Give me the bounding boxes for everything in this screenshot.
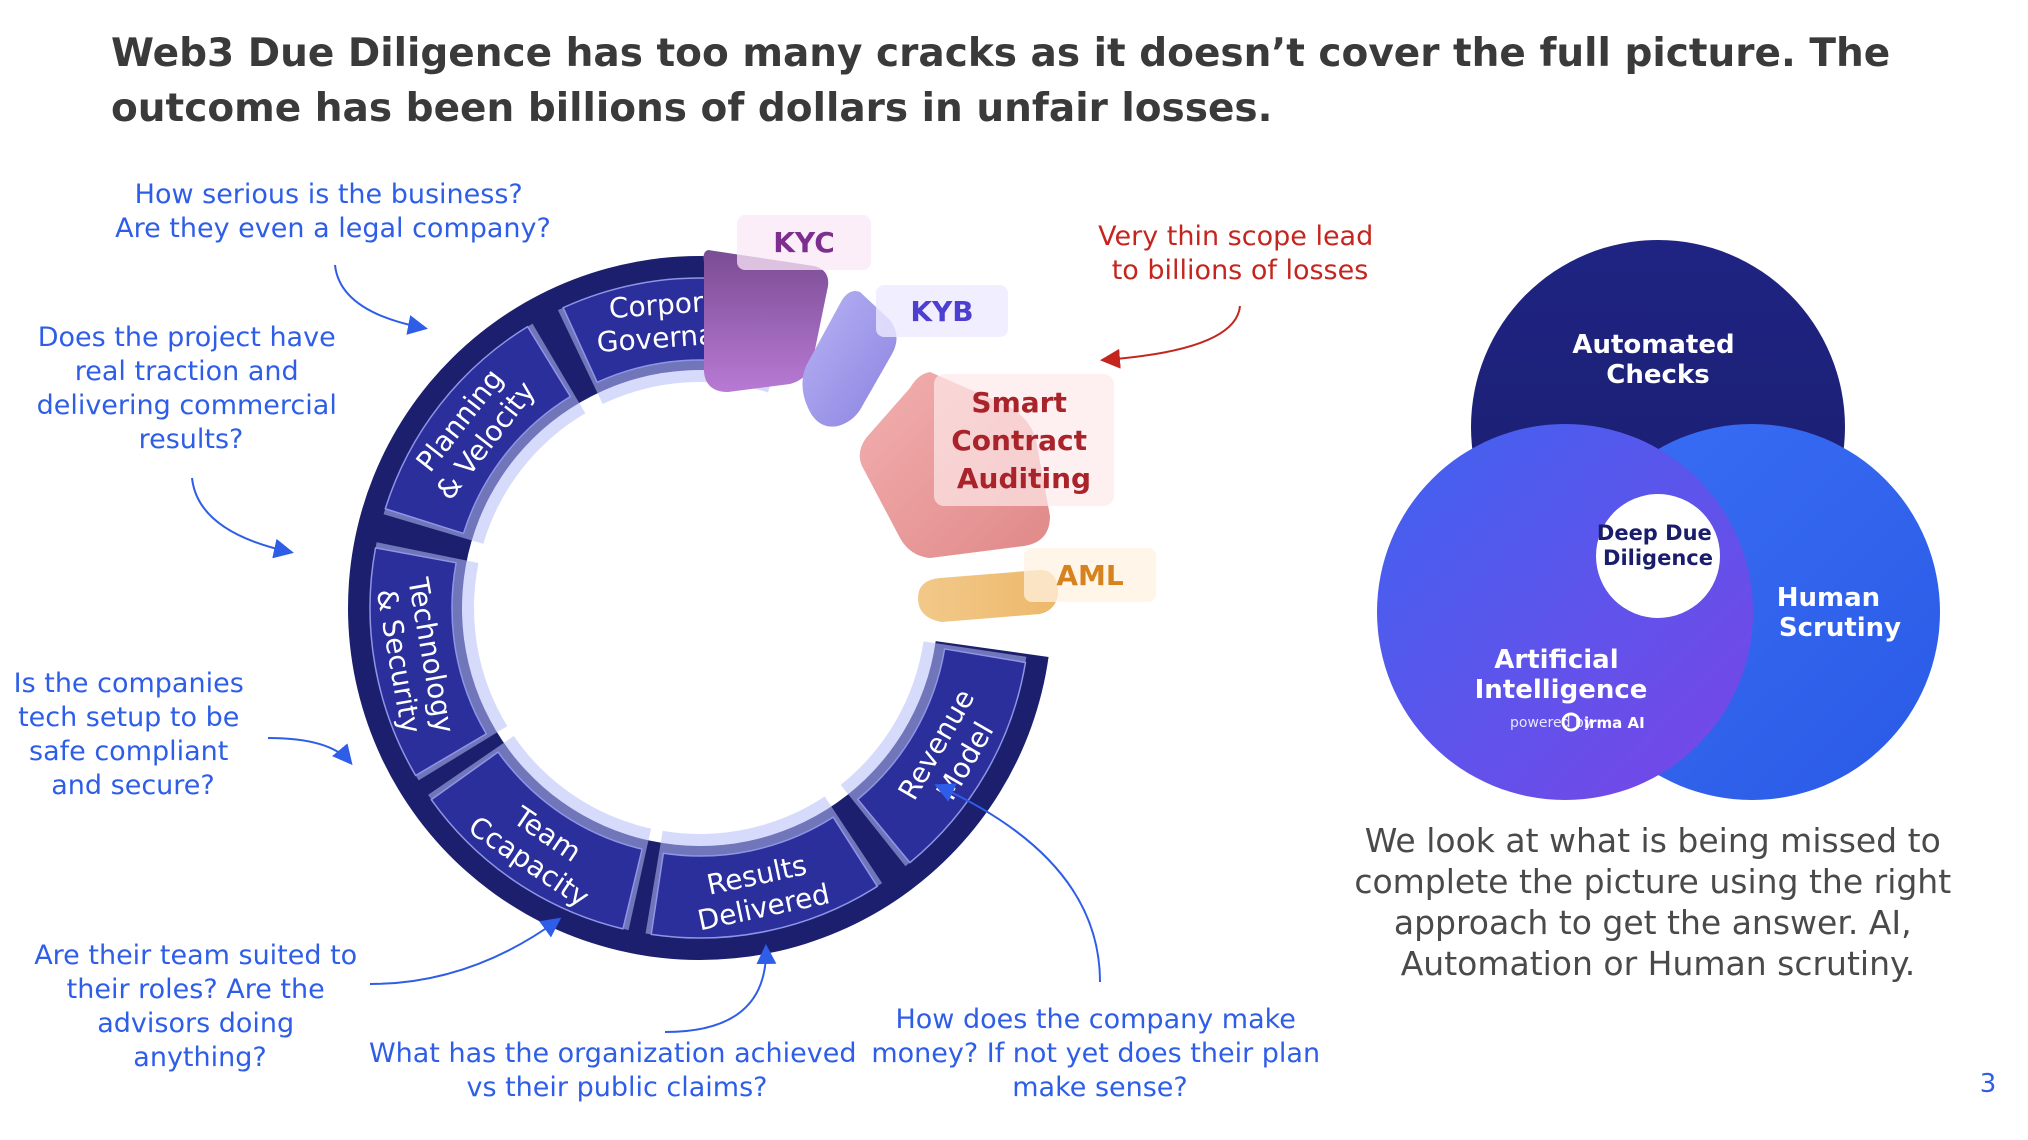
irma-brand-text: irma AI xyxy=(1584,714,1645,732)
question-planning: Does the project have real traction and … xyxy=(37,322,346,559)
page-title: Web3 Due Diligence has too many cracks a… xyxy=(111,31,1891,131)
arrow-results xyxy=(664,944,777,1033)
kyb-chip: KYB xyxy=(802,285,1008,427)
kyc-label-box xyxy=(737,215,871,270)
arrow-thin-scope xyxy=(1100,305,1241,369)
kyb-label: KYB xyxy=(910,295,973,328)
svg-text:Very thin scope lead to: Very thin scope lead to billions of loss… xyxy=(1098,221,1382,286)
smart-contract-label: Smart Contract Auditing xyxy=(951,386,1097,495)
arrow-planning xyxy=(191,477,294,559)
arrow-technology xyxy=(267,737,353,766)
svg-text:Are their team suited to: Are their team suited to their roles? Ar… xyxy=(34,940,366,1073)
segment-team-capacity xyxy=(430,751,643,930)
arrow-revenue xyxy=(934,783,1101,983)
question-results: What has the organization achieved vs th… xyxy=(369,944,865,1103)
approach-paragraph: We look at what is being missed to compl… xyxy=(1354,821,1961,983)
annotation-thin-scope: Very thin scope lead to billions of loss… xyxy=(1098,221,1382,369)
powered-by-text: powered by xyxy=(1510,715,1592,731)
segment-results-delivered xyxy=(650,816,879,939)
kyb-shape xyxy=(802,291,897,427)
irma-logo-icon xyxy=(1561,712,1581,732)
aml-label-box xyxy=(1024,548,1156,602)
aml-label: AML xyxy=(1056,559,1124,592)
smart-contract-chip: Smart Contract Auditing xyxy=(859,372,1114,558)
svg-text:How serious is the business?: How serious is the business? Are they ev… xyxy=(115,179,551,244)
kyc-chip: KYC xyxy=(703,215,871,392)
segment-planning-velocity xyxy=(384,325,572,535)
segment-technology-security xyxy=(369,547,488,777)
svg-text:What has the organization achi: What has the organization achieved vs th… xyxy=(369,1038,865,1103)
kyc-shape xyxy=(703,250,829,392)
question-revenue: How does the company make money? If not … xyxy=(871,783,1328,1103)
venn-diagram: Automated Checks Human Scrutiny Artifici… xyxy=(1377,240,1940,800)
svg-text:Does the project have re: Does the project have real traction and … xyxy=(37,322,346,455)
venn-ai-label: Artificial Intelligence xyxy=(1475,645,1648,705)
aml-shape xyxy=(918,570,1058,622)
svg-text:How does the company make: How does the company make money? If not … xyxy=(871,1004,1328,1103)
venn-center-label: Deep Due Diligence xyxy=(1597,521,1719,570)
arrow-corporate xyxy=(334,264,428,335)
page-number: 3 xyxy=(1980,1069,1997,1099)
svg-text:Is the companies tech se: Is the companies tech setup to be safe c… xyxy=(14,668,253,801)
kyc-label: KYC xyxy=(773,226,835,259)
question-team: Are their team suited to their roles? Ar… xyxy=(34,917,562,1073)
segment-revenue-model xyxy=(856,648,1027,864)
aml-chip: AML xyxy=(918,548,1156,622)
kyb-label-box xyxy=(876,285,1008,337)
powered-by-badge: powered by irma AI xyxy=(1510,712,1645,732)
smart-contract-label-box xyxy=(934,374,1114,506)
venn-automated-label: Automated Checks xyxy=(1572,330,1743,390)
venn-human-label: Human Scrutiny xyxy=(1777,583,1901,643)
arrow-team xyxy=(369,917,562,985)
question-corporate: How serious is the business? Are they ev… xyxy=(115,179,551,335)
question-technology: Is the companies tech setup to be safe c… xyxy=(14,668,353,801)
venn-center-circle xyxy=(1596,494,1720,618)
